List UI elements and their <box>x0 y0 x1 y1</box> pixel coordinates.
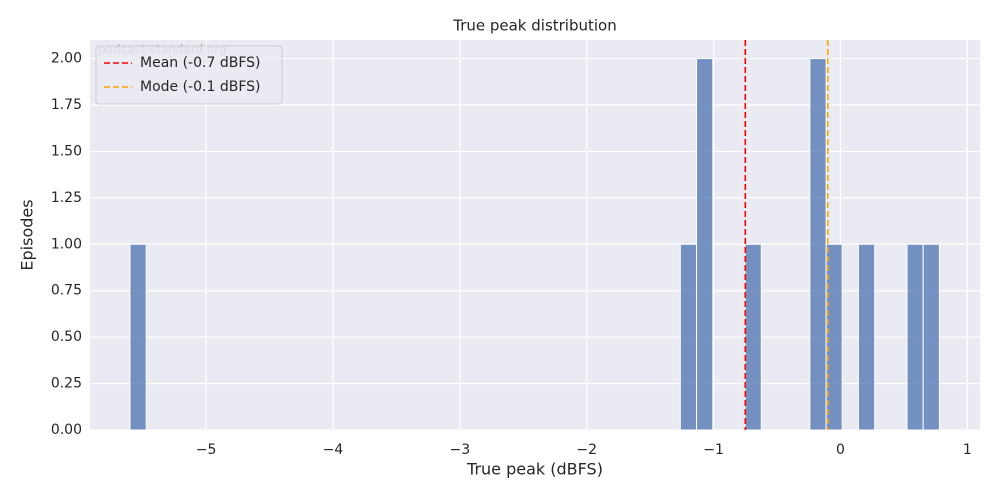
bar <box>857 243 876 431</box>
bar <box>696 58 714 431</box>
legend-label: Mode (-0.1 dBFS) <box>140 79 260 95</box>
y-tick-label: 0.50 <box>51 329 82 345</box>
bar <box>825 243 843 431</box>
y-tick-label: 2.00 <box>51 51 82 67</box>
y-tick-label: 0.25 <box>51 376 82 392</box>
y-tick-label: 1.50 <box>51 143 82 159</box>
bar <box>906 243 924 431</box>
x-tick-label: −1 <box>703 442 724 458</box>
bar <box>744 243 762 431</box>
x-tick-label: −2 <box>576 442 597 458</box>
legend-label: Mean (-0.7 dBFS) <box>140 55 260 71</box>
x-tick-label: 0 <box>836 442 845 458</box>
bar <box>922 243 940 431</box>
x-tick-label: −5 <box>196 442 217 458</box>
y-tick-label: 1.25 <box>51 190 82 206</box>
y-tick-label: 0.75 <box>51 283 82 299</box>
bar <box>809 58 827 431</box>
bar <box>679 243 698 431</box>
y-tick-label: 1.75 <box>51 97 82 113</box>
x-tick-label: −3 <box>450 442 471 458</box>
x-tick-label: 1 <box>963 442 972 458</box>
y-axis-label: Episodes <box>18 199 37 270</box>
y-tick-label: 1.00 <box>51 236 82 252</box>
x-axis-label: True peak (dBFS) <box>466 460 603 479</box>
x-tick-label: −4 <box>323 442 344 458</box>
chart-title: True peak distribution <box>452 17 617 35</box>
bar <box>129 243 147 431</box>
legend-box <box>95 45 283 105</box>
y-tick-label: 0.00 <box>51 422 82 438</box>
